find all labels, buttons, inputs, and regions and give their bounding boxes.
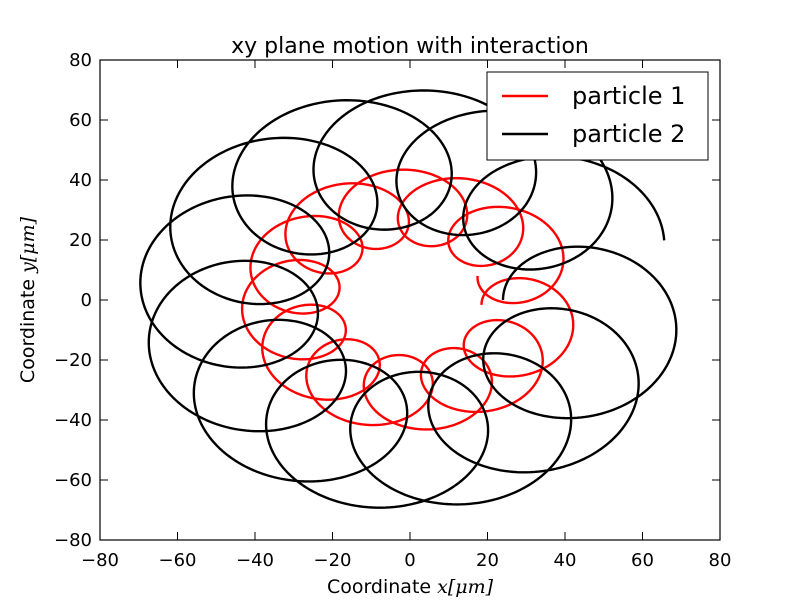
legend-label-particle-1: particle 1 <box>572 82 685 110</box>
x-tick-label: −80 <box>81 550 119 571</box>
x-axis-label: Coordinate x[μm] <box>327 576 494 598</box>
series-line-particle-1 <box>240 168 575 431</box>
x-tick-label: −40 <box>236 550 274 571</box>
ticks-layer: −80 −60 −40 −20 0 20 40 60 80 −80 −60 −40 −20 0 20 40 60… <box>54 50 731 571</box>
legend: particle 1 particle 2 <box>486 71 709 161</box>
y-tick-label: −20 <box>54 350 92 371</box>
legend-label-particle-2: particle 2 <box>572 120 685 148</box>
y-tick-label: 60 <box>69 110 92 131</box>
legend-frame <box>486 71 709 161</box>
x-tick-label: 80 <box>709 550 732 571</box>
y-tick-label: −40 <box>54 410 92 431</box>
y-axis-label: Coordinate y[μm] <box>17 216 39 383</box>
y-tick-label: 20 <box>69 230 92 251</box>
x-tick-label: 20 <box>476 550 499 571</box>
y-tick-label: 0 <box>81 290 92 311</box>
x-tick-label: 0 <box>404 550 415 571</box>
y-tick-label: −60 <box>54 470 92 491</box>
y-tick-label: 80 <box>69 50 92 71</box>
x-tick-label: 40 <box>554 550 577 571</box>
x-tick-label: −20 <box>314 550 352 571</box>
x-tick-label: −60 <box>159 550 197 571</box>
chart-title: xy plane motion with interaction <box>231 34 589 59</box>
y-tick-label: 40 <box>69 170 92 191</box>
y-tick-label: −80 <box>54 530 92 551</box>
x-tick-label: 60 <box>631 550 654 571</box>
